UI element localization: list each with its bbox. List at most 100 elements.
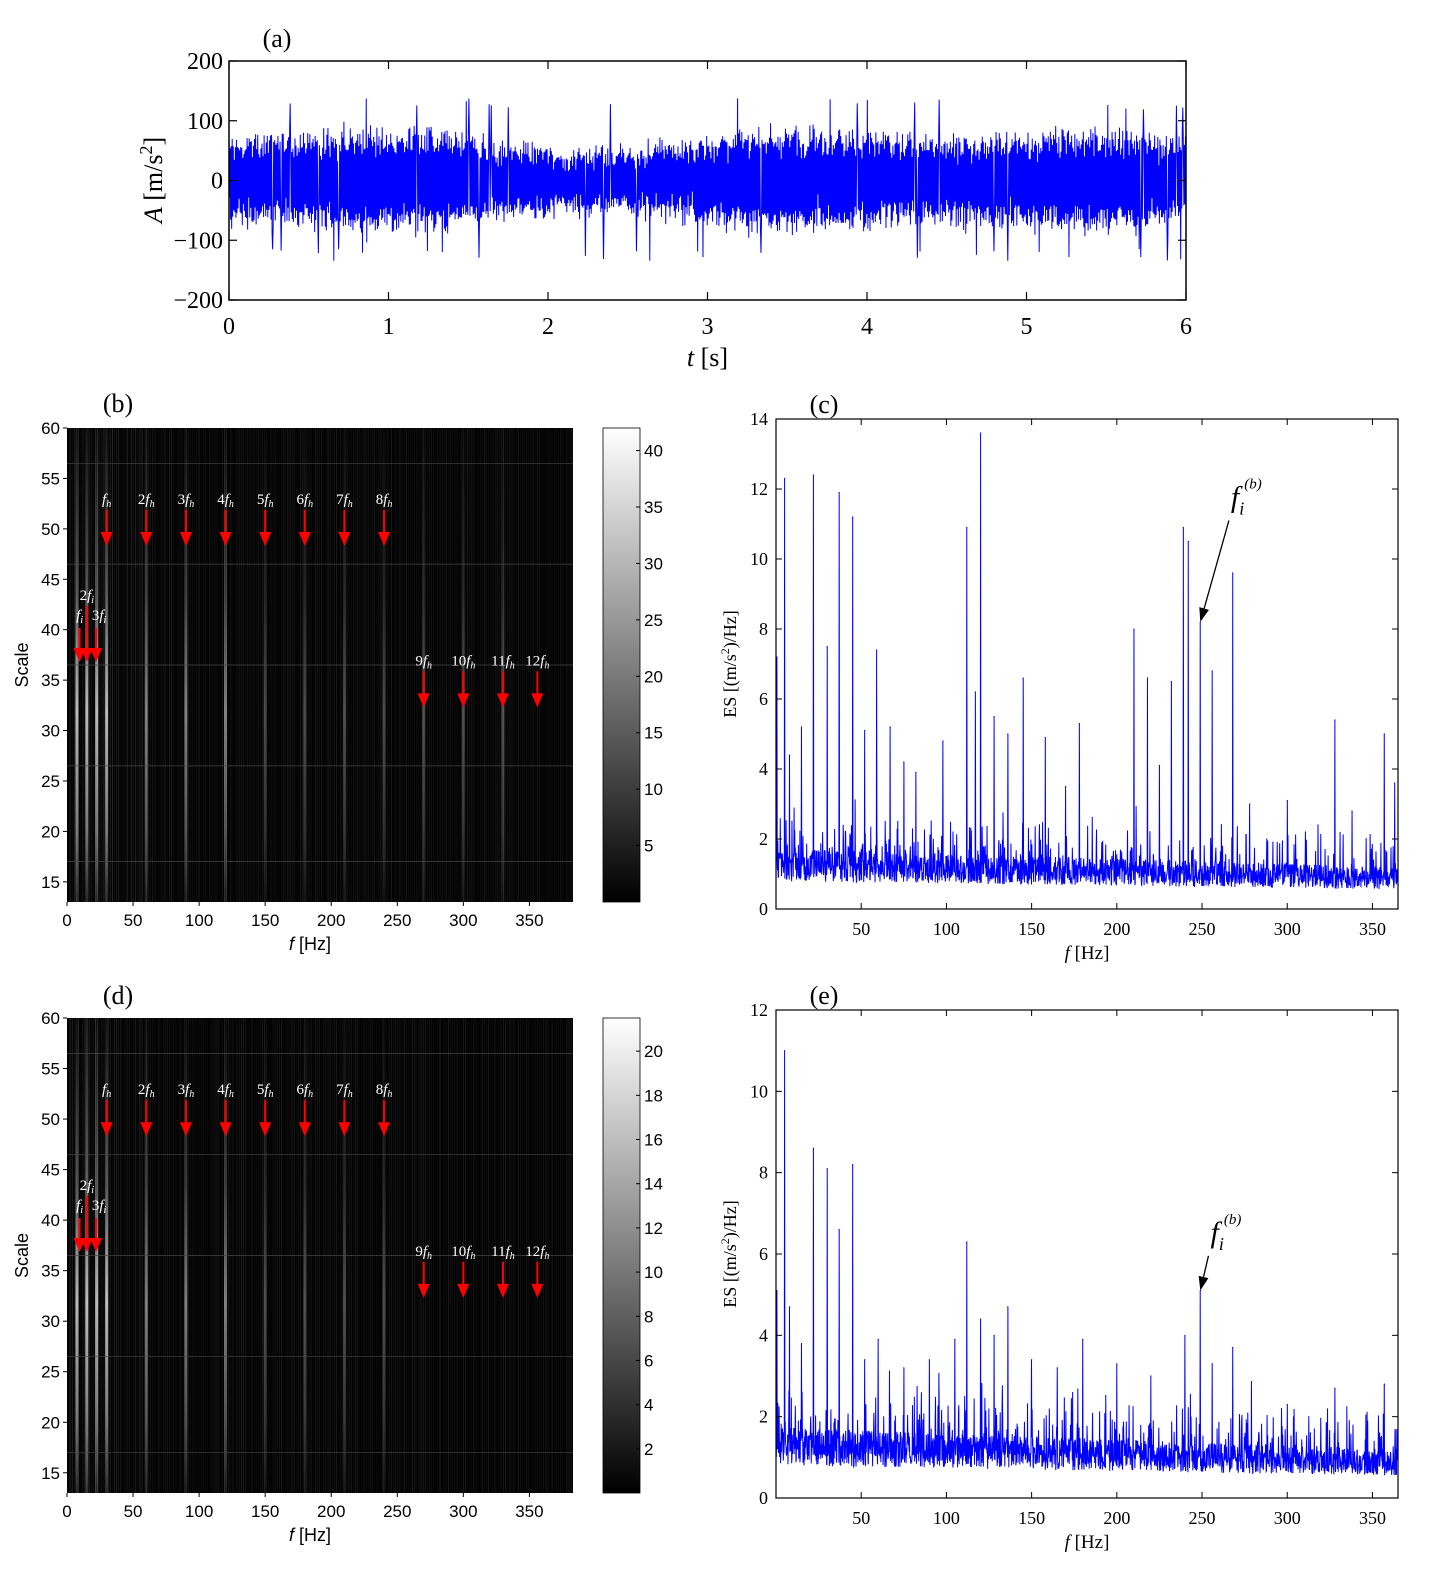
spectrum-peak (1383, 1383, 1385, 1385)
x-tick-label: 250 (383, 911, 411, 930)
harmonic-arrow-head (100, 531, 113, 546)
annotation-label: fi(b) (1210, 1212, 1241, 1254)
harmonic-arrow-head (259, 1122, 272, 1137)
harmonic-label: 4fh (217, 1082, 234, 1100)
colorbar-tick-label: 40 (644, 442, 663, 461)
panel-label: (b) (103, 389, 133, 418)
colorbar-tick-label: 30 (644, 554, 663, 573)
x-axis-label: t [s] (687, 343, 728, 372)
panel-c: (c) 50 100 150 200 250 300 350 0 2 4 6 8 10 12 14 f [Hz]… (718, 390, 1399, 964)
inner-race-label: 2fi (80, 1178, 95, 1196)
harmonic-arrow-head (179, 531, 192, 546)
y-tick-label: 30 (41, 722, 60, 741)
plot-frame (775, 418, 1399, 910)
harmonic-label: 2fh (138, 492, 155, 510)
x-tick-label: 250 (1189, 1508, 1216, 1528)
panel-e: (e) 50 100 150 200 250 300 350 0 2 4 6 8 10 12 f [Hz] ES… (718, 981, 1399, 1553)
harmonic-arrow-head (378, 1122, 391, 1137)
spectrum-peak (783, 477, 786, 480)
y-tick-label: 100 (187, 109, 223, 135)
spectrum-peak (974, 691, 976, 693)
harmonic-label: 3fh (178, 492, 195, 510)
x-tick-label: 150 (251, 1502, 279, 1521)
spectrum-peak (903, 761, 905, 763)
x-tick-label: 350 (515, 1502, 543, 1521)
harmonic-label: 10fh (451, 653, 475, 671)
inner-race-label: fi (76, 1198, 83, 1216)
harmonic-arrow-head (259, 531, 272, 546)
inner-race-label: fi (76, 608, 83, 626)
harmonic-label: 3fh (178, 1082, 195, 1100)
y-tick-label: 60 (41, 419, 60, 438)
colorbar-tick-label: 16 (644, 1131, 663, 1150)
x-tick-label: 350 (1359, 1508, 1386, 1528)
spectrum-line (775, 432, 1399, 889)
harmonic-arrow-head (378, 531, 391, 546)
x-tick-label: 100 (185, 911, 213, 930)
harmonic-arrow-head (417, 1283, 430, 1298)
harmonic-arrow-head (496, 1283, 509, 1298)
y-tick-label: 14 (750, 409, 768, 429)
spectrum-peak (966, 1241, 968, 1243)
spectrum-peak (942, 740, 944, 742)
spectrum-peak (812, 1147, 815, 1149)
y-tick-label: 60 (41, 1009, 60, 1028)
spectrum-peak (864, 729, 866, 732)
spectrum-peak (1056, 1367, 1058, 1369)
spectrum-peak (800, 1342, 803, 1345)
colorbar-tick-label: 5 (644, 837, 653, 856)
y-axis-label: ES [(m/s2)/Hz] (718, 610, 741, 718)
y-tick-label: 50 (41, 520, 60, 539)
spectrum-peak (1211, 1363, 1213, 1365)
harmonic-label: 5fh (257, 1082, 274, 1100)
annotation-arrow-head (1199, 607, 1209, 622)
y-tick-label: 35 (41, 671, 60, 690)
x-tick-label: 300 (449, 1502, 477, 1521)
colorbar-tick-label: 35 (644, 498, 663, 517)
spectrum-peak (838, 1229, 840, 1231)
y-tick-label: 55 (41, 1060, 60, 1079)
spectrum-peak (1078, 722, 1080, 725)
colorbar-tick-label: 10 (644, 1263, 663, 1282)
y-tick-label: 25 (41, 772, 60, 791)
spectrum-peak (1065, 785, 1067, 788)
y-tick-label: 0 (759, 899, 768, 919)
colorbar-tick-label: 18 (644, 1086, 663, 1105)
harmonic-arrow-head (100, 1122, 113, 1137)
x-tick-label: 300 (1274, 1508, 1301, 1528)
y-tick-label: 6 (759, 689, 768, 709)
x-tick-label: 150 (251, 911, 279, 930)
spectrum-peak (1158, 764, 1161, 767)
spectrum-peak (979, 1318, 982, 1320)
spectrum-peak (1146, 677, 1149, 679)
x-tick-label: 250 (383, 1502, 411, 1521)
x-tick-label: 2 (542, 314, 554, 340)
colorbar-tick-label: 12 (644, 1219, 663, 1238)
spectrum-peak (875, 649, 878, 651)
harmonic-arrow-head (457, 1283, 470, 1298)
x-tick-label: 50 (124, 1502, 143, 1521)
x-tick-label: 3 (702, 314, 714, 340)
spectrum-peak (928, 1359, 930, 1361)
x-tick-label: 200 (1103, 1508, 1130, 1528)
inner-race-arrow-head (90, 1238, 103, 1252)
x-tick-label: 200 (317, 911, 345, 930)
harmonic-arrow-head (496, 693, 509, 708)
harmonic-arrows: fh 2fh 3fh 4fh 5fh 6fh 7fh 8fh 9fh 10fh 11fh 12fh fi… (73, 492, 549, 708)
spectrum-peak (1286, 1403, 1288, 1406)
x-tick-label: 0 (223, 314, 235, 340)
spectrum-peak (826, 1168, 828, 1170)
spectrum-peak (852, 1163, 854, 1166)
y-tick-label: 8 (759, 619, 768, 639)
spectrum-peak (877, 1338, 879, 1340)
colorbar-tick-label: 14 (644, 1175, 663, 1194)
x-tick-label: 350 (1359, 919, 1386, 939)
annotation-label: fi(b) (1231, 477, 1262, 519)
spectrum-peak (1249, 803, 1251, 805)
inner-race-label: 3fi (92, 608, 107, 626)
harmonic-arrow-head (338, 1122, 351, 1137)
spectrum-peak (1351, 810, 1353, 812)
inner-race-arrow-head (90, 648, 103, 662)
y-tick-label: −100 (173, 228, 223, 254)
